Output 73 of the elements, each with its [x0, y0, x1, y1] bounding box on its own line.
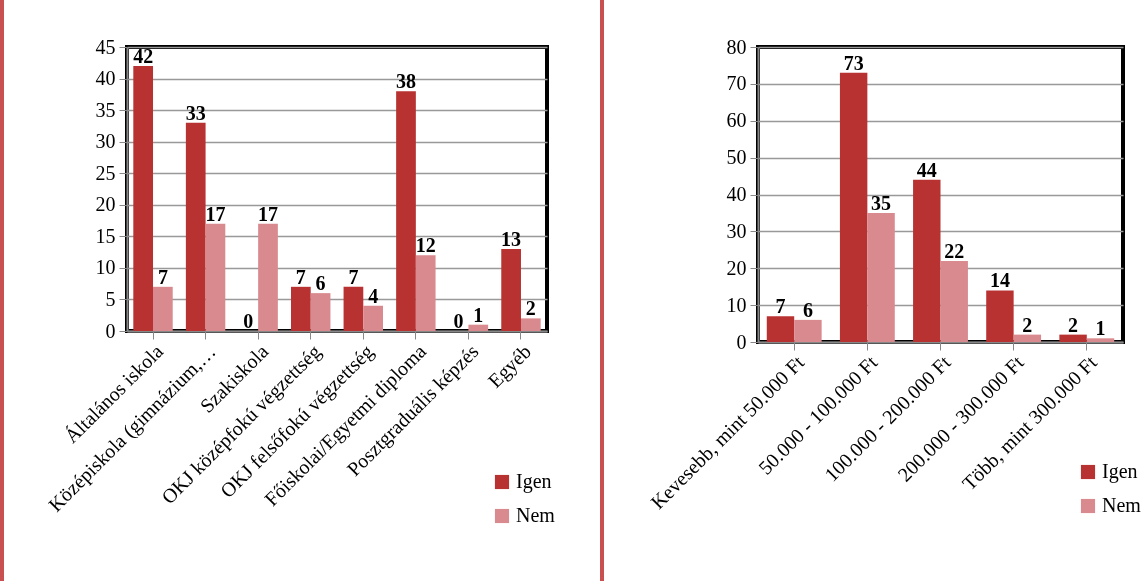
bar [133, 65, 154, 331]
bar [520, 318, 541, 331]
data-label: 7 [157, 265, 168, 288]
bar [867, 212, 895, 342]
y-tick-label: 20 [726, 256, 747, 279]
data-label: 44 [916, 158, 937, 181]
data-label: 1 [473, 303, 484, 326]
y-tick-label: 15 [95, 224, 116, 247]
data-label: 0 [243, 310, 254, 332]
y-tick-label: 80 [726, 35, 747, 58]
data-label: 6 [802, 298, 813, 321]
bar [205, 223, 226, 331]
y-tick-label: 60 [726, 109, 747, 132]
bar [1059, 334, 1087, 342]
bar [766, 316, 795, 342]
data-label: 35 [871, 191, 892, 214]
bar [185, 122, 206, 331]
bar [794, 319, 822, 342]
data-label: 0 [453, 310, 464, 332]
bar [501, 248, 521, 331]
data-label: 14 [989, 269, 1010, 292]
y-tick-label: 25 [95, 161, 116, 184]
data-label: 13 [501, 227, 522, 250]
bar [291, 286, 311, 331]
bar [415, 255, 436, 331]
bar [310, 293, 331, 331]
data-label: 2 [525, 297, 536, 320]
y-tick-label: 0 [105, 319, 116, 342]
data-label: 12 [415, 234, 436, 257]
bar [153, 286, 173, 331]
y-tick-label: 35 [95, 98, 116, 121]
data-label: 7 [295, 265, 306, 288]
data-label: 1 [1095, 317, 1106, 340]
legend-label: Nem [516, 504, 556, 526]
data-label: 7 [775, 295, 786, 318]
data-label: 2 [1022, 313, 1033, 336]
y-tick-label: 30 [726, 219, 747, 242]
y-tick-label: 10 [95, 256, 116, 279]
bar [1013, 334, 1042, 342]
y-tick-label: 5 [105, 287, 116, 310]
y-tick-label: 40 [726, 183, 747, 205]
data-label: 6 [315, 272, 326, 295]
y-tick-label: 50 [726, 146, 747, 169]
data-label: 38 [395, 70, 416, 93]
y-tick-label: 45 [95, 35, 116, 58]
bar [468, 324, 489, 331]
data-label: 17 [205, 202, 226, 225]
data-label: 7 [348, 265, 359, 288]
bar [1086, 338, 1115, 342]
data-label: 4 [368, 284, 379, 307]
data-label: 42 [133, 44, 154, 67]
bar [940, 260, 968, 342]
data-label: 17 [258, 202, 279, 225]
data-label: 73 [843, 51, 864, 74]
data-label: 33 [185, 101, 206, 124]
legend-label: Igen [1102, 460, 1138, 483]
legend-label: Igen [516, 470, 552, 493]
bar [258, 223, 278, 331]
bar [343, 286, 364, 331]
bar [396, 91, 416, 331]
data-label: 2 [1068, 313, 1079, 336]
bar [839, 72, 868, 342]
y-tick-label: 40 [95, 67, 116, 90]
bar [363, 305, 383, 331]
bar [986, 290, 1014, 342]
y-tick-label: 0 [736, 330, 747, 353]
y-tick-label: 70 [726, 72, 747, 95]
y-tick-label: 30 [95, 130, 116, 153]
y-tick-label: 10 [726, 293, 747, 316]
bar [913, 179, 941, 342]
data-label: 22 [944, 239, 965, 262]
y-tick-label: 20 [95, 193, 116, 216]
legend-label: Nem [1102, 494, 1142, 516]
